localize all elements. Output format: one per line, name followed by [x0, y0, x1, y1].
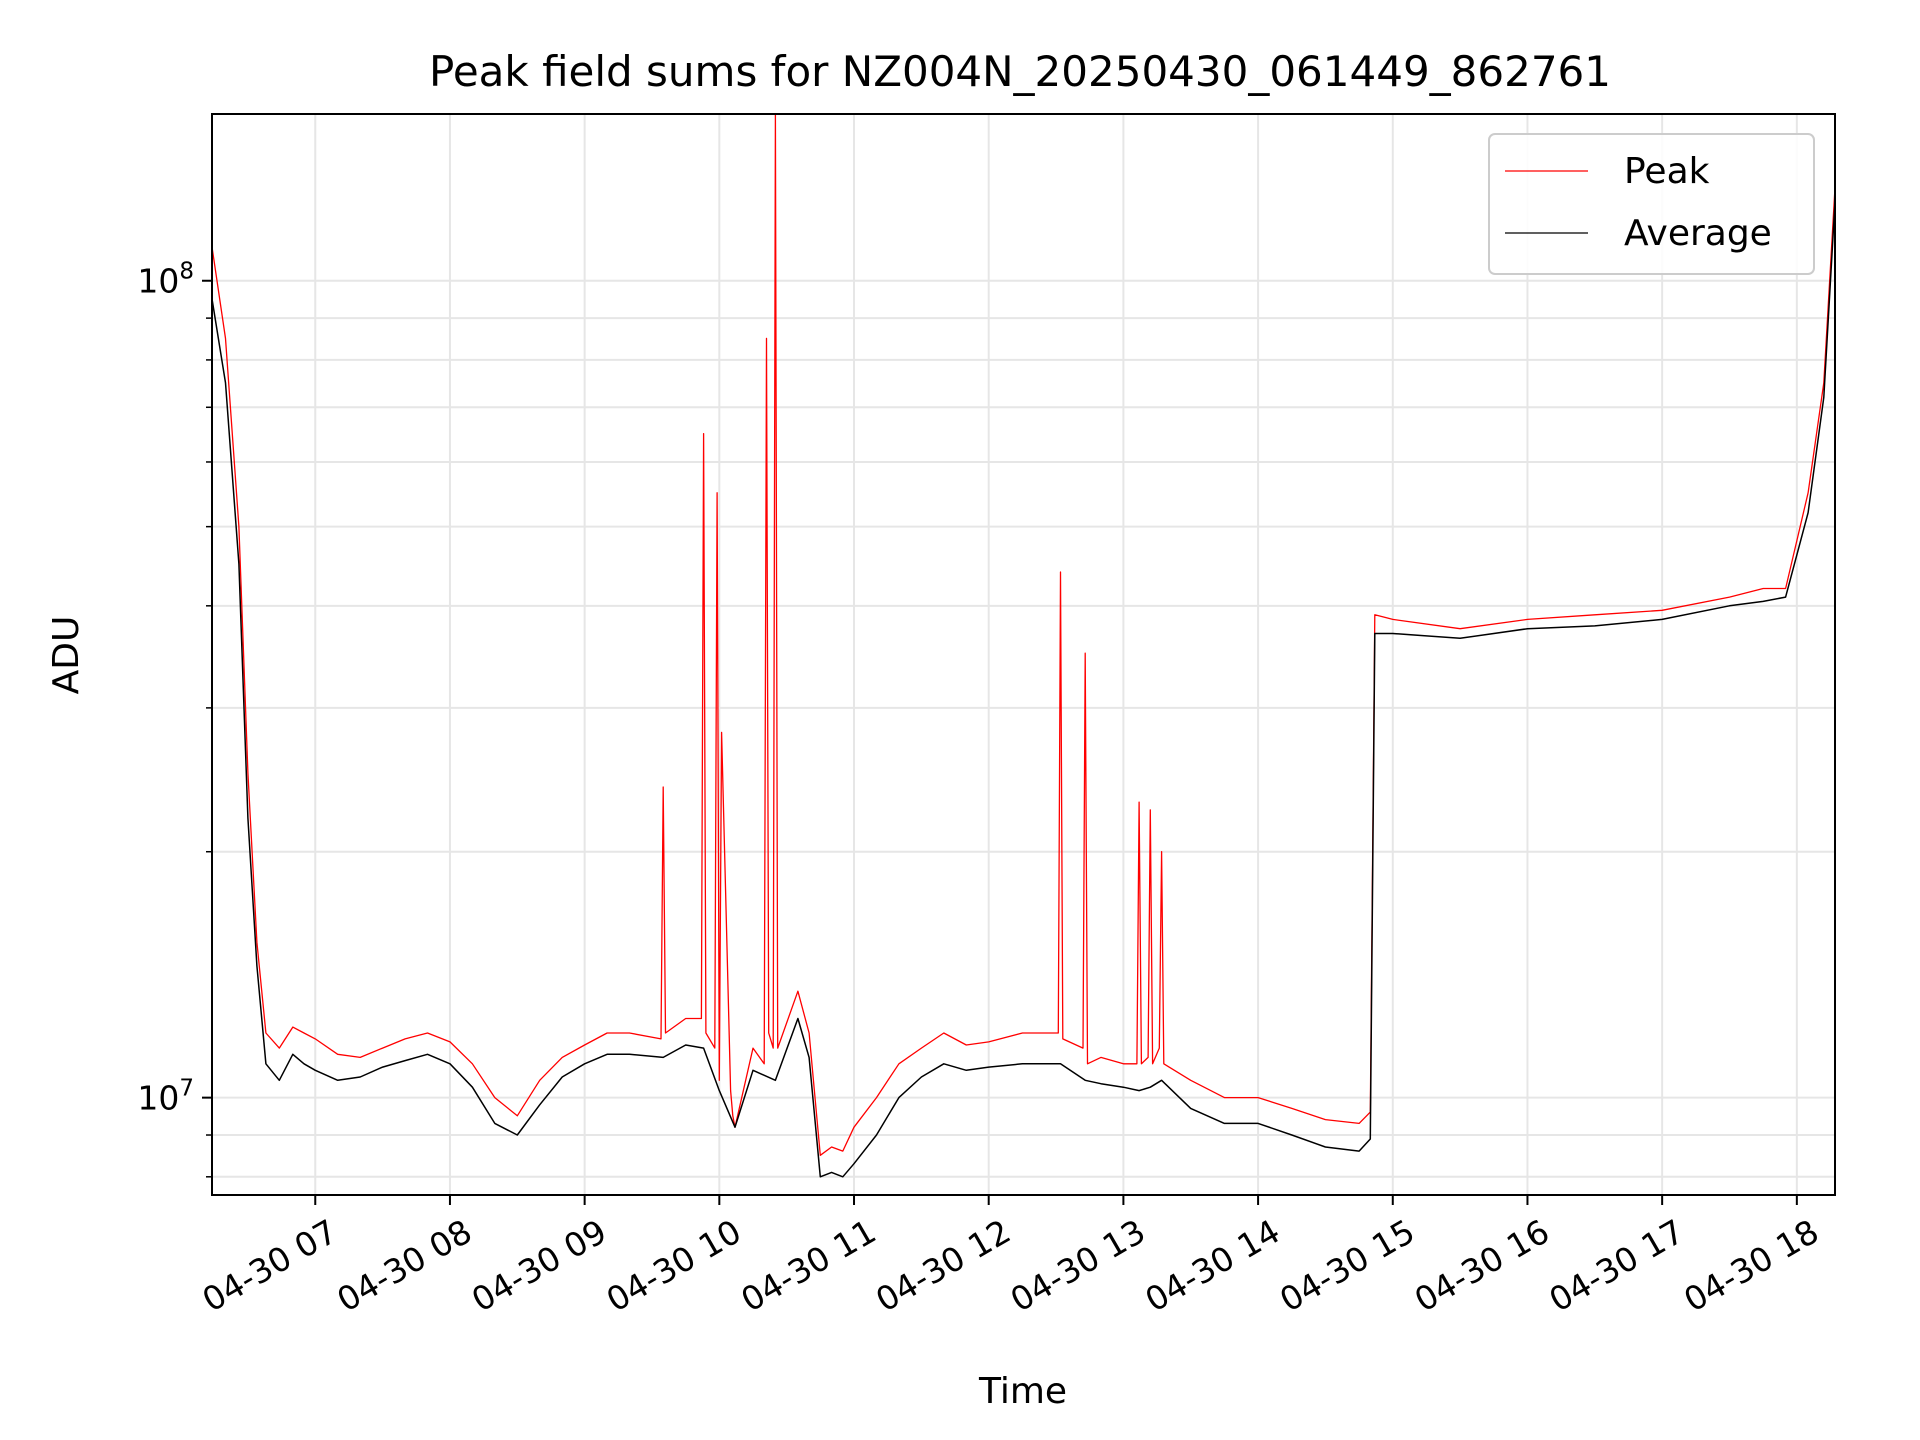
series-layer — [212, 114, 1835, 1178]
y-tick-label: 108 — [137, 259, 194, 301]
series-line-average — [212, 201, 1835, 1178]
y-tick-label-base: 10 — [137, 262, 179, 301]
legend: Peak Average — [1488, 133, 1815, 275]
legend-box — [1488, 133, 1815, 275]
y-tick-label: 107 — [137, 1076, 194, 1118]
chart-title: Peak field sums for NZ004N_20250430_0614… — [429, 47, 1611, 96]
y-tick-label-exponent: 7 — [179, 1076, 194, 1102]
x-axis-label: Time — [978, 1371, 1067, 1412]
grid — [212, 114, 1835, 1195]
y-axis-label: ADU — [46, 616, 87, 695]
plot-frame — [211, 113, 1836, 1196]
y-tick-label-base: 10 — [137, 1079, 179, 1118]
series-line-peak — [212, 114, 1835, 1156]
y-tick-label-exponent: 8 — [179, 259, 194, 285]
legend-label-average: Average — [1624, 213, 1772, 254]
legend-label-peak: Peak — [1624, 151, 1710, 192]
